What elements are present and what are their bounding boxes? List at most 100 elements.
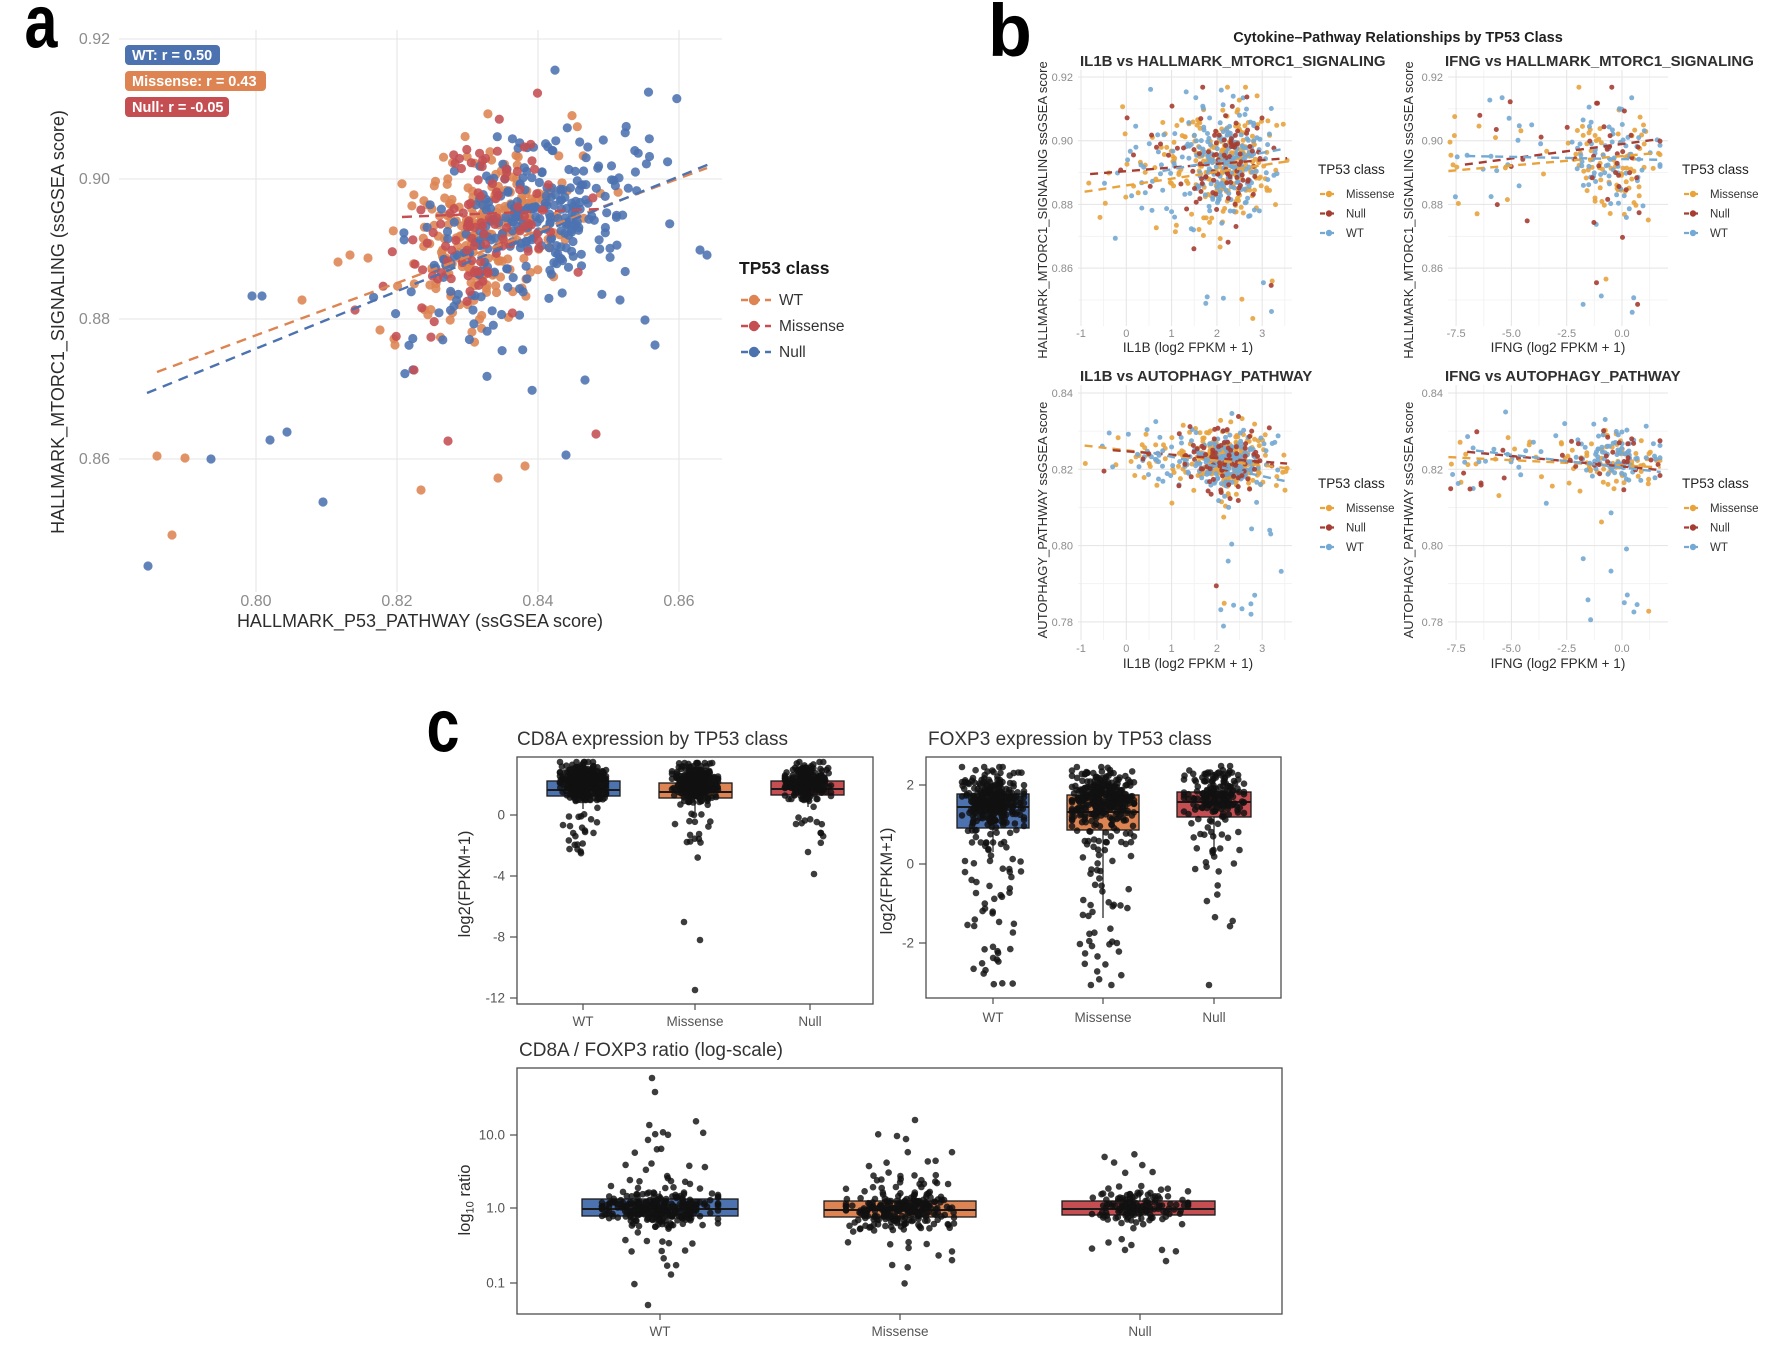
svg-text:CD8A / FOXP3 ratio (log-scale): CD8A / FOXP3 ratio (log-scale) [519, 1040, 783, 1061]
svg-text:0.78: 0.78 [1052, 617, 1073, 629]
svg-text:IL1B (log2 FPKM + 1): IL1B (log2 FPKM + 1) [1123, 656, 1253, 671]
svg-text:AUTOPHAGY_PATHWAY ssGSEA score: AUTOPHAGY_PATHWAY ssGSEA score [1401, 402, 1416, 639]
svg-text:HALLMARK_MTORC1_SIGNALING ssGS: HALLMARK_MTORC1_SIGNALING ssGSEA score [1401, 61, 1416, 358]
svg-text:WT: WT [1710, 228, 1728, 240]
svg-text:0.86: 0.86 [79, 451, 110, 468]
svg-text:AUTOPHAGY_PATHWAY ssGSEA score: AUTOPHAGY_PATHWAY ssGSEA score [1035, 402, 1050, 639]
svg-text:0.92: 0.92 [1422, 72, 1443, 84]
svg-text:0.80: 0.80 [240, 593, 271, 610]
svg-text:0.88: 0.88 [1422, 199, 1443, 211]
svg-text:a: a [25, 0, 59, 64]
svg-text:HALLMARK_MTORC1_SIGNALING (ssG: HALLMARK_MTORC1_SIGNALING (ssGSEA score) [48, 110, 69, 534]
svg-text:Missense: Missense [1346, 503, 1395, 515]
svg-text:-2: -2 [902, 936, 914, 951]
svg-text:0.84: 0.84 [1052, 388, 1073, 400]
svg-text:-1: -1 [1076, 643, 1086, 655]
svg-text:0.84: 0.84 [522, 593, 553, 610]
svg-text:Missense: r = 0.43: Missense: r = 0.43 [132, 74, 257, 90]
svg-text:0.82: 0.82 [381, 593, 412, 610]
svg-text:0.80: 0.80 [1052, 541, 1073, 553]
svg-text:0.1: 0.1 [486, 1276, 505, 1291]
svg-text:Missense: Missense [779, 318, 844, 335]
svg-text:2: 2 [1214, 328, 1220, 340]
svg-text:0.86: 0.86 [1422, 263, 1443, 275]
svg-text:WT: WT [1710, 542, 1728, 554]
svg-text:IL1B vs HALLMARK_MTORC1_SIGNAL: IL1B vs HALLMARK_MTORC1_SIGNALING [1080, 53, 1386, 70]
svg-text:WT: WT [650, 1324, 671, 1339]
svg-text:TP53 class: TP53 class [1318, 476, 1385, 491]
svg-text:0.82: 0.82 [1422, 464, 1443, 476]
svg-text:log2(FPKM+1): log2(FPKM+1) [878, 828, 896, 935]
svg-text:Missense: Missense [666, 1014, 723, 1029]
svg-text:3: 3 [1259, 328, 1265, 340]
svg-text:Null: Null [1202, 1010, 1225, 1025]
svg-text:Null: r = -0.05: Null: r = -0.05 [132, 100, 223, 116]
svg-text:0.88: 0.88 [79, 311, 110, 328]
svg-text:0: 0 [1123, 643, 1129, 655]
svg-text:WT: WT [983, 1010, 1004, 1025]
svg-text:TP53 class: TP53 class [1682, 476, 1749, 491]
svg-text:-12: -12 [485, 991, 505, 1006]
svg-text:-2.5: -2.5 [1557, 328, 1576, 340]
svg-text:3: 3 [1259, 643, 1265, 655]
svg-text:Null: Null [798, 1014, 821, 1029]
svg-text:Null: Null [1128, 1324, 1151, 1339]
svg-text:0.78: 0.78 [1422, 617, 1443, 629]
svg-text:Null: Null [779, 344, 806, 361]
svg-text:b: b [988, 0, 1032, 72]
svg-text:0.88: 0.88 [1052, 199, 1073, 211]
svg-text:-1: -1 [1076, 328, 1086, 340]
svg-text:Missense: Missense [1346, 189, 1395, 201]
svg-text:TP53 class: TP53 class [1318, 162, 1385, 177]
svg-text:HALLMARK_P53_PATHWAY (ssGSEA s: HALLMARK_P53_PATHWAY (ssGSEA score) [237, 611, 603, 632]
svg-text:1: 1 [1169, 328, 1175, 340]
svg-text:0.86: 0.86 [663, 593, 694, 610]
svg-text:10.0: 10.0 [479, 1128, 505, 1143]
svg-text:FOXP3 expression by TP53 class: FOXP3 expression by TP53 class [928, 729, 1212, 750]
svg-text:WT: WT [779, 292, 804, 309]
svg-text:-5.0: -5.0 [1502, 328, 1521, 340]
svg-text:0.90: 0.90 [79, 171, 110, 188]
svg-text:HALLMARK_MTORC1_SIGNALING ssGS: HALLMARK_MTORC1_SIGNALING ssGSEA score [1035, 61, 1050, 358]
svg-text:Cytokine–Pathway Relationships: Cytokine–Pathway Relationships by TP53 C… [1233, 30, 1563, 46]
svg-text:Missense: Missense [1074, 1010, 1131, 1025]
svg-text:Missense: Missense [1710, 503, 1759, 515]
svg-text:Null: Null [1710, 209, 1730, 221]
svg-text:0.92: 0.92 [79, 31, 110, 48]
svg-text:0.0: 0.0 [1614, 643, 1629, 655]
svg-text:-8: -8 [493, 930, 505, 945]
svg-text:0.84: 0.84 [1422, 388, 1443, 400]
svg-text:0.0: 0.0 [1614, 328, 1629, 340]
svg-text:CD8A expression by TP53 class: CD8A expression by TP53 class [517, 729, 788, 750]
svg-text:Null: Null [1346, 523, 1366, 535]
svg-text:WT: WT [1346, 228, 1364, 240]
svg-text:2: 2 [906, 778, 914, 793]
svg-text:0.80: 0.80 [1422, 541, 1443, 553]
svg-text:1.0: 1.0 [486, 1201, 505, 1216]
svg-text:0: 0 [906, 857, 914, 872]
svg-text:-2.5: -2.5 [1557, 643, 1576, 655]
svg-text:Missense: Missense [1710, 189, 1759, 201]
svg-text:1: 1 [1169, 643, 1175, 655]
svg-text:IFNG (log2 FPKM + 1): IFNG (log2 FPKM + 1) [1491, 656, 1626, 671]
svg-text:WT: WT [573, 1014, 594, 1029]
svg-text:IFNG (log2 FPKM + 1): IFNG (log2 FPKM + 1) [1491, 340, 1626, 355]
svg-text:WT: WT [1346, 542, 1364, 554]
svg-text:WT: r = 0.50: WT: r = 0.50 [132, 48, 212, 64]
svg-text:0.92: 0.92 [1052, 72, 1073, 84]
svg-text:-7.5: -7.5 [1447, 328, 1466, 340]
svg-text:-4: -4 [493, 869, 505, 884]
svg-text:Missense: Missense [871, 1324, 928, 1339]
svg-text:0: 0 [497, 808, 505, 823]
svg-text:Null: Null [1710, 523, 1730, 535]
svg-text:-7.5: -7.5 [1447, 643, 1466, 655]
svg-text:IL1B vs AUTOPHAGY_PATHWAY: IL1B vs AUTOPHAGY_PATHWAY [1080, 368, 1312, 385]
svg-text:IL1B (log2 FPKM + 1): IL1B (log2 FPKM + 1) [1123, 340, 1253, 355]
svg-text:Null: Null [1346, 209, 1366, 221]
svg-text:TP53 class: TP53 class [1682, 162, 1749, 177]
svg-text:0.82: 0.82 [1052, 464, 1073, 476]
svg-text:log2(FPKM+1): log2(FPKM+1) [456, 831, 474, 938]
svg-text:0: 0 [1123, 328, 1129, 340]
svg-text:TP53 class: TP53 class [739, 258, 830, 278]
svg-text:0.86: 0.86 [1052, 263, 1073, 275]
